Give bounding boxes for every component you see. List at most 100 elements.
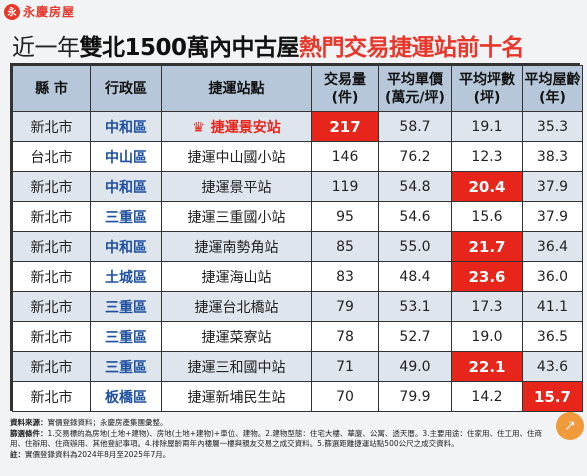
unit-price-cell: 76.2 <box>378 141 452 172</box>
brand-name: 永慶房屋 <box>23 5 76 19</box>
volume-cell: 95 <box>311 201 379 232</box>
city-cell: 新北市 <box>12 291 91 322</box>
table-row: 新北市 中和區 ♛ 捷運景安站 217 58.7 19.1 35.3 <box>12 111 583 142</box>
table-row: 新北市 三重區 捷運台北橋站 79 53.1 17.3 41.1 <box>12 291 583 322</box>
area-cell: 21.7 <box>451 231 523 262</box>
logo-icon: 永 <box>4 3 20 20</box>
page-title: 近一年雙北1500萬內中古屋熱門交易捷運站前十名 <box>12 28 582 62</box>
table-row: 新北市 中和區 捷運南勢角站 85 55.0 21.7 36.4 <box>12 231 583 262</box>
title-part-1: 近一年 <box>12 35 80 61</box>
unit-price-cell: 53.1 <box>378 291 452 322</box>
table-row: 新北市 板橋區 捷運新埔民生站 70 79.9 14.2 15.7 <box>12 381 583 412</box>
unit-price-cell: 48.4 <box>378 261 452 292</box>
table-row: 新北市 三重區 捷運菜寮站 78 52.7 19.0 36.5 <box>12 321 583 352</box>
city-cell: 新北市 <box>12 321 91 352</box>
unit-price-cell: 55.0 <box>378 231 452 262</box>
station-cell: 捷運菜寮站 <box>161 321 312 352</box>
age-cell: 36.0 <box>522 261 583 292</box>
city-cell: 新北市 <box>12 261 91 292</box>
volume-cell: 83 <box>311 261 379 292</box>
unit-price-cell: 54.8 <box>378 171 452 202</box>
age-cell: 36.5 <box>522 321 583 352</box>
station-label: 捷運景安站 <box>210 119 281 136</box>
district-cell: 三重區 <box>90 321 162 352</box>
volume-cell: 85 <box>311 231 379 262</box>
period-note: 註：實價登錄資料為2024年8月至2025年7月。 <box>10 449 171 459</box>
district-cell: 中山區 <box>90 141 162 172</box>
table-header-row: 縣 市行政區 捷運站點 交易量 (件) 平均單價 (萬元/坪) 平均坪數 (坪) 平均屋齡 (年) <box>12 65 583 112</box>
age-cell: 36.4 <box>522 231 583 262</box>
column-header: 捷運站點 <box>161 65 312 112</box>
source-note: 資料來源：實價登錄資料；永慶房產集團彙整。 <box>10 418 168 427</box>
district-cell: 中和區 <box>90 231 162 262</box>
city-cell: 新北市 <box>12 171 91 202</box>
volume-cell: 78 <box>311 321 379 352</box>
station-cell: 捷運台北橋站 <box>161 291 312 322</box>
district-cell: 土城區 <box>90 261 162 292</box>
area-cell: 15.6 <box>451 201 523 232</box>
age-cell: 15.7 <box>522 381 583 412</box>
unit-price-cell: 54.6 <box>378 201 452 232</box>
district-cell: 三重區 <box>90 201 162 232</box>
district-cell: 板橋區 <box>90 381 162 412</box>
age-cell: 41.1 <box>522 291 583 322</box>
table-row: 新北市 中和區 捷運景平站 119 54.8 20.4 37.9 <box>12 171 583 202</box>
district-cell: 三重區 <box>90 291 162 322</box>
unit-price-cell: 79.9 <box>378 381 452 412</box>
area-cell: 19.1 <box>451 111 523 142</box>
table-row: 新北市 三重區 捷運三和國中站 71 49.0 22.1 43.6 <box>12 351 583 382</box>
title-part-2: 雙北1500萬內中古屋 <box>79 35 300 61</box>
station-cell: ♛ 捷運景安站 <box>161 111 312 142</box>
column-header: 平均屋齡 (年) <box>522 65 583 112</box>
city-cell: 新北市 <box>12 381 91 412</box>
table-body: 新北市 中和區 ♛ 捷運景安站 217 58.7 19.1 35.3 台北市 中山區 捷運中山國小站… <box>12 111 583 412</box>
table-row: 新北市 土城區 捷運海山站 83 48.4 23.6 36.0 <box>12 261 583 292</box>
city-cell: 新北市 <box>12 111 91 142</box>
age-cell: 37.9 <box>522 201 583 232</box>
station-cell: 捷運中山國小站 <box>161 141 312 172</box>
city-cell: 新北市 <box>12 351 91 382</box>
city-cell: 新北市 <box>12 201 91 232</box>
unit-price-cell: 52.7 <box>378 321 452 352</box>
footnotes: 資料來源：實價登錄資料；永慶房產集團彙整。 篩選條件：1.交易標的為房地(土地+… <box>10 418 555 460</box>
arrow-icon: ↗ <box>564 418 576 434</box>
area-cell: 14.2 <box>451 381 523 412</box>
criteria-note: 篩選條件：1.交易標的為房地(土地+建物)、房地(土地+建物)+車位、建物。2.… <box>10 428 543 449</box>
column-header: 平均單價 (萬元/坪) <box>378 65 452 112</box>
volume-cell: 71 <box>311 351 379 382</box>
column-header: 交易量 (件) <box>311 65 379 112</box>
volume-cell: 146 <box>311 141 379 172</box>
area-cell: 20.4 <box>451 171 523 202</box>
table-row: 台北市 中山區 捷運中山國小站 146 76.2 12.3 38.3 <box>12 141 583 172</box>
area-cell: 12.3 <box>451 141 523 172</box>
volume-cell: 217 <box>311 111 379 142</box>
station-cell: 捷運南勢角站 <box>161 231 312 262</box>
district-cell: 三重區 <box>90 351 162 382</box>
crown-icon: ♛ <box>192 119 205 136</box>
area-cell: 22.1 <box>451 351 523 382</box>
age-cell: 35.3 <box>522 111 583 142</box>
unit-price-cell: 58.7 <box>378 111 452 142</box>
city-cell: 新北市 <box>12 231 91 262</box>
district-cell: 中和區 <box>90 111 162 142</box>
area-cell: 19.0 <box>451 321 523 352</box>
station-cell: 捷運海山站 <box>161 261 312 292</box>
ranking-table: 縣 市行政區 捷運站點 交易量 (件) 平均單價 (萬元/坪) 平均坪數 (坪) 平均屋齡 (年)… <box>10 63 583 412</box>
city-cell: 台北市 <box>12 141 91 172</box>
brand-logo: 永 永慶房屋 <box>4 3 75 20</box>
station-cell: 捷運三和國中站 <box>161 351 312 382</box>
column-header: 行政區 <box>90 65 162 112</box>
column-header: 平均坪數 (坪) <box>451 65 523 112</box>
title-part-3: 熱門交易捷運站前十名 <box>299 35 525 61</box>
scroll-top-button[interactable]: ↗ <box>556 412 584 440</box>
area-cell: 23.6 <box>451 261 523 292</box>
volume-cell: 119 <box>311 171 379 202</box>
table-row: 新北市 三重區 捷運三重國小站 95 54.6 15.6 37.9 <box>12 201 583 232</box>
station-cell: 捷運新埔民生站 <box>161 381 312 412</box>
age-cell: 37.9 <box>522 171 583 202</box>
column-header: 縣 市 <box>12 65 91 112</box>
area-cell: 17.3 <box>451 291 523 322</box>
volume-cell: 70 <box>311 381 379 412</box>
age-cell: 43.6 <box>522 351 583 382</box>
station-cell: 捷運三重國小站 <box>161 201 312 232</box>
